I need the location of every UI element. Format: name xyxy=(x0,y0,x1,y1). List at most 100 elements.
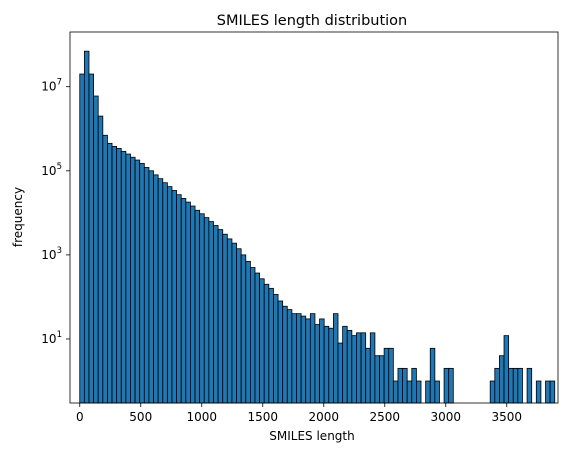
x-tick-label: 1000 xyxy=(186,410,217,424)
histogram-bar xyxy=(512,367,519,404)
histogram-bar xyxy=(291,313,297,404)
histogram-bar xyxy=(314,324,320,404)
histogram-bar xyxy=(549,380,556,404)
histogram-bar xyxy=(277,300,284,404)
histogram-bar xyxy=(190,205,196,404)
y-axis-ticks: 101 103 105 107 xyxy=(41,78,70,346)
histogram-bar xyxy=(166,186,173,404)
histogram-bar xyxy=(116,148,122,404)
histogram-bar xyxy=(337,342,344,404)
histogram-bar xyxy=(143,167,150,404)
histogram-bar xyxy=(249,267,256,404)
histogram-bar xyxy=(416,380,422,404)
x-tick-label: 2000 xyxy=(308,410,339,424)
histogram-bar xyxy=(346,329,353,404)
histogram-bar xyxy=(429,347,436,404)
histogram-bar xyxy=(231,242,237,404)
x-tick-label: 3000 xyxy=(430,410,461,424)
histogram-bar xyxy=(102,134,108,404)
x-tick-label: 500 xyxy=(129,410,152,424)
histogram-bar xyxy=(268,287,274,404)
histogram-bar xyxy=(120,150,127,404)
histogram-bar xyxy=(365,347,371,404)
histogram-bar xyxy=(309,313,316,404)
histogram-bar xyxy=(185,201,191,404)
histogram-bar xyxy=(545,380,551,404)
histogram-bar xyxy=(388,347,394,404)
histogram-bar xyxy=(134,159,141,404)
histogram-bar xyxy=(273,293,279,404)
histogram-bar xyxy=(434,380,440,404)
x-tick-label: 0 xyxy=(76,410,84,424)
histogram-bar xyxy=(300,315,307,404)
histogram-bar xyxy=(411,367,417,404)
histogram-bar xyxy=(254,272,261,404)
histogram-bar xyxy=(503,335,510,404)
histogram-bar xyxy=(139,162,145,404)
histogram-bar xyxy=(222,233,228,404)
histogram-bar xyxy=(383,347,390,404)
histogram-bar xyxy=(153,174,159,404)
histogram-bar xyxy=(282,305,288,404)
histogram-bar xyxy=(162,182,168,404)
histogram-bar xyxy=(208,221,214,404)
histogram-bar xyxy=(171,190,178,404)
histogram-bar xyxy=(259,278,265,404)
histogram-bar xyxy=(217,229,224,404)
histogram-bar xyxy=(130,156,136,404)
histogram-bar xyxy=(93,95,99,404)
y-tick-label: 107 xyxy=(41,78,62,94)
chart-title: SMILES length distribution xyxy=(217,13,408,29)
plot-frame xyxy=(69,31,559,404)
histogram-bar xyxy=(499,355,505,404)
x-tick-label: 2500 xyxy=(369,410,400,424)
histogram-bar xyxy=(379,355,385,404)
histogram-bar xyxy=(213,225,219,404)
histogram-bar xyxy=(79,73,85,404)
histogram-bar xyxy=(494,367,500,404)
histogram-bar xyxy=(323,325,330,404)
histogram-bar xyxy=(535,380,542,404)
histogram-bar xyxy=(305,318,311,404)
histogram-bar xyxy=(356,332,362,404)
histogram-bar xyxy=(328,327,334,404)
y-axis-label: frequency xyxy=(11,187,25,247)
histogram-bar xyxy=(286,309,293,404)
histogram-bar xyxy=(107,142,113,404)
histogram-bar xyxy=(83,50,90,404)
y-tick-label: 105 xyxy=(41,162,62,178)
histogram-bar xyxy=(443,367,450,404)
histogram-bar xyxy=(392,380,399,404)
histogram-bar xyxy=(425,380,431,404)
histogram-bar xyxy=(406,380,413,404)
x-axis-ticks: 0 500 1000 1500 2000 2500 3000 3500 xyxy=(76,403,522,424)
histogram-bar xyxy=(319,318,325,404)
histogram-bar xyxy=(402,367,408,404)
histogram-bar xyxy=(332,313,339,404)
histogram-bar xyxy=(226,238,233,404)
histogram-bar xyxy=(342,325,348,404)
histogram-bar xyxy=(369,332,376,404)
histogram-bar xyxy=(203,217,210,404)
histogram-bar xyxy=(526,367,533,404)
histogram-bar xyxy=(296,313,302,404)
y-tick-label: 101 xyxy=(41,330,62,346)
histogram-bar xyxy=(148,170,154,404)
histogram-bar xyxy=(397,367,403,404)
histogram-bar xyxy=(180,198,187,404)
histogram-bar xyxy=(351,335,357,404)
histogram-bar xyxy=(374,355,380,404)
histogram-bar xyxy=(508,367,514,404)
histogram-bar xyxy=(489,380,496,404)
histogram-bar xyxy=(240,254,247,404)
histogram-bar xyxy=(448,367,454,404)
y-tick-label: 103 xyxy=(41,246,62,262)
bars-group xyxy=(79,50,556,404)
histogram-bar xyxy=(245,260,251,404)
histogram-bar xyxy=(199,213,205,404)
histogram-bar xyxy=(88,73,94,404)
histogram-bar xyxy=(194,209,201,404)
histogram-bar xyxy=(176,194,182,404)
histogram-bar xyxy=(125,153,131,404)
